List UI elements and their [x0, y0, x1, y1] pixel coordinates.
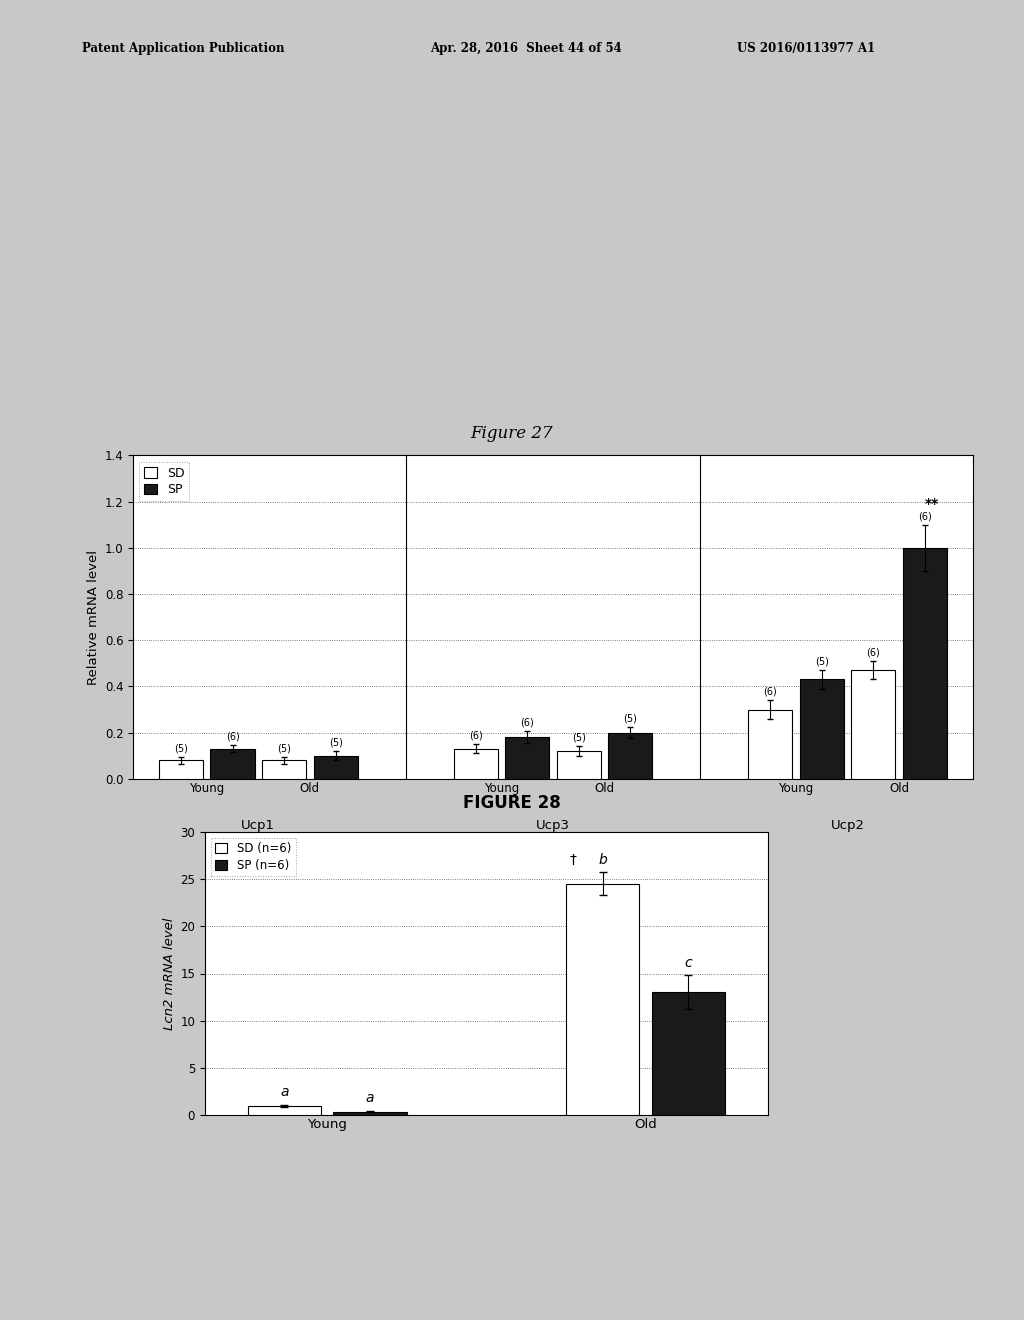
Text: (5): (5)	[571, 733, 586, 743]
Bar	[248, 1106, 322, 1115]
Text: (6): (6)	[520, 718, 535, 729]
Text: US 2016/0113977 A1: US 2016/0113977 A1	[737, 42, 876, 55]
Text: Ucp3: Ucp3	[536, 820, 570, 832]
Text: (6): (6)	[225, 731, 240, 742]
Text: (5): (5)	[329, 738, 343, 747]
Text: c: c	[685, 956, 692, 970]
Bar	[334, 1111, 407, 1115]
Bar	[454, 748, 498, 779]
Text: (5): (5)	[624, 713, 637, 723]
Text: b: b	[598, 853, 607, 867]
Bar	[608, 733, 652, 779]
Y-axis label: Lcn2 mRNA level: Lcn2 mRNA level	[163, 917, 176, 1030]
Bar	[557, 751, 601, 779]
Text: Ucp1: Ucp1	[242, 820, 275, 832]
Text: Figure 27: Figure 27	[471, 425, 553, 442]
Text: (5): (5)	[278, 743, 291, 754]
Bar	[313, 755, 357, 779]
Bar	[903, 548, 947, 779]
Legend: SD (n=6), SP (n=6): SD (n=6), SP (n=6)	[211, 837, 296, 876]
Text: **: **	[925, 496, 939, 511]
Text: Ucp2: Ucp2	[830, 820, 864, 832]
Text: (5): (5)	[815, 657, 828, 667]
Bar	[749, 710, 793, 779]
Y-axis label: Relative mRNA level: Relative mRNA level	[87, 549, 100, 685]
Text: (6): (6)	[919, 511, 932, 521]
Text: a: a	[366, 1092, 375, 1105]
Text: (6): (6)	[866, 648, 881, 657]
Bar	[566, 883, 639, 1115]
Text: FIGURE 28: FIGURE 28	[463, 793, 561, 812]
Text: (5): (5)	[174, 743, 188, 754]
Bar	[651, 993, 725, 1115]
Text: (6): (6)	[763, 686, 777, 697]
Bar	[851, 671, 895, 779]
Text: (6): (6)	[469, 731, 482, 741]
Bar	[211, 748, 255, 779]
Bar	[800, 680, 844, 779]
Text: Patent Application Publication: Patent Application Publication	[82, 42, 285, 55]
Text: a: a	[281, 1085, 289, 1098]
Legend: SD, SP: SD, SP	[139, 462, 189, 502]
Bar	[505, 737, 549, 779]
Bar	[159, 760, 203, 779]
Text: Apr. 28, 2016  Sheet 44 of 54: Apr. 28, 2016 Sheet 44 of 54	[430, 42, 622, 55]
Text: †: †	[570, 853, 577, 867]
Bar	[262, 760, 306, 779]
